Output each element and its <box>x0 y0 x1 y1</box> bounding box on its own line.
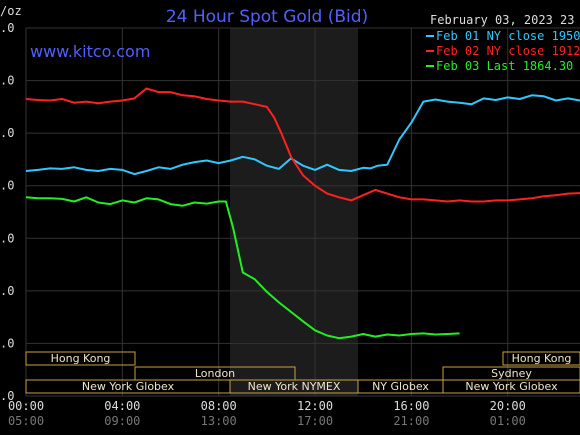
x-tick-label-secondary: 09:00 <box>104 414 140 428</box>
y-tick-label: .0 <box>0 389 14 403</box>
x-tick-label-secondary: 21:00 <box>393 414 429 428</box>
y-tick-label: .0 <box>0 179 14 193</box>
session-hong-kong-2-label: Hong Kong <box>512 352 572 365</box>
x-tick-label: 04:00 <box>104 399 140 413</box>
session-new-york-globex-2-label: New York Globex <box>465 380 558 393</box>
y-unit-label: /oz <box>0 4 22 18</box>
session-new-york-nymex-label: New York NYMEX <box>248 380 341 393</box>
y-tick-label: .0 <box>0 21 14 35</box>
session-hong-kong-label: Hong Kong <box>51 352 111 365</box>
x-tick-label: 20:00 <box>490 399 526 413</box>
series-layer <box>25 87 580 340</box>
session-new-york-globex-2-bar <box>442 379 580 394</box>
y-tick-label: .0 <box>0 336 14 350</box>
chart-title: 24 Hour Spot Gold (Bid) <box>166 7 368 27</box>
date-label: February 03, 2023 23 <box>430 13 575 27</box>
watermark: www.kitco.com <box>30 42 150 61</box>
x-tick-label: 00:00 <box>8 399 44 413</box>
x-tick-label-secondary: 01:00 <box>490 414 526 428</box>
x-tick-label-secondary: 05:00 <box>8 414 44 428</box>
x-tick-label: 12:00 <box>297 399 333 413</box>
session-hong-kong-2-bar <box>502 351 580 366</box>
legend-entry: Feb 02 NY close 1912 <box>436 44 580 58</box>
legend-entry: Feb 01 NY close 1950 <box>436 29 580 43</box>
y-tick-label: .0 <box>0 284 14 298</box>
y-tick-label: .0 <box>0 231 14 245</box>
highlight-band <box>230 28 358 396</box>
session-london-label: London <box>195 367 235 380</box>
x-tick-label: 16:00 <box>393 399 429 413</box>
legend-entry: Feb 03 Last 1864.30 <box>436 59 573 73</box>
series-line-3 <box>25 196 460 340</box>
session-ny-globex-label: NY Globex <box>372 380 429 393</box>
x-tick-labels: 00:00 04:00 08:00 12:00 16:00 20:00 05:00 09:00… <box>8 399 526 428</box>
x-tick-label-secondary: 17:00 <box>297 414 333 428</box>
session-sydney-label: Sydney <box>491 367 532 380</box>
y-tick-labels: .0 .0 .0 .0 .0 .0 .0 .0 <box>0 21 14 403</box>
x-tick-label-secondary: 13:00 <box>201 414 237 428</box>
y-tick-label: .0 <box>0 74 14 88</box>
y-tick-label: .0 <box>0 126 14 140</box>
series-line-2 <box>25 87 580 203</box>
gridlines <box>25 27 580 397</box>
x-tick-label: 08:00 <box>201 399 237 413</box>
session-new-york-globex-label: New York Globex <box>82 380 175 393</box>
series-line-1 <box>25 94 580 176</box>
session-hong-kong-bar <box>25 351 136 366</box>
